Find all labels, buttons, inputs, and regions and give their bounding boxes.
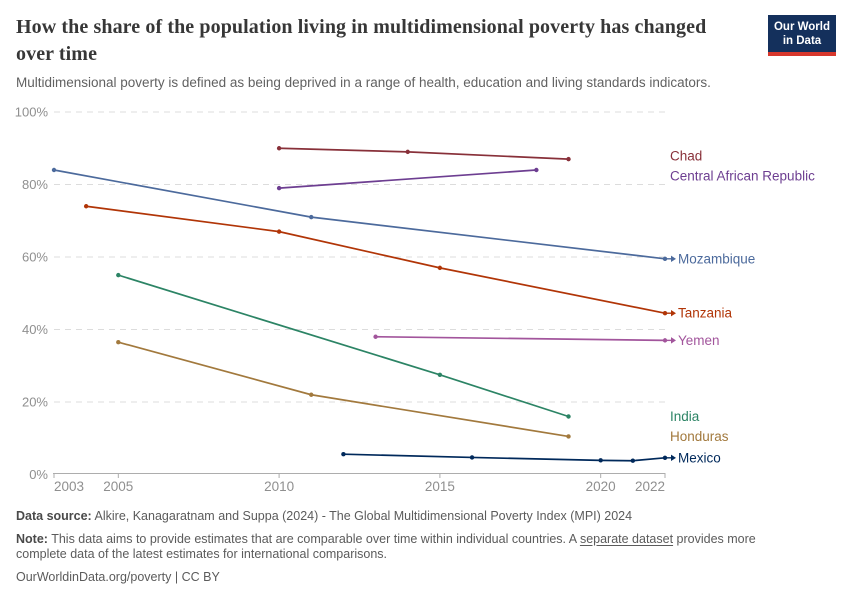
series-point-chad-2014 (405, 149, 410, 155)
x-tick-label-2010: 2010 (264, 479, 294, 494)
series-point-yemen-2022 (662, 338, 668, 343)
y-tick-label-40: 40% (22, 322, 48, 337)
y-tick-label-60: 60% (22, 250, 48, 265)
chart-subtitle: Multidimensional poverty is defined as b… (16, 75, 711, 90)
series-label-mexico: Mexico (678, 450, 721, 465)
x-tick-label-2020: 2020 (586, 479, 616, 494)
series-point-chad-2010 (276, 146, 282, 151)
series-point-mozambique-2003 (51, 167, 57, 173)
series-line-mexico (343, 453, 666, 462)
series-point-central-african-republic-2010 (276, 185, 282, 191)
series-point-chad-2019 (566, 156, 571, 162)
owid-logo-box: Our World in Data (768, 15, 836, 52)
series-point-honduras-2005 (116, 339, 121, 345)
series-label-mozambique: Mozambique (678, 251, 755, 266)
series-label-india: India (670, 409, 700, 424)
series-arrow-head-mexico (671, 454, 676, 462)
footer: Data source: Alkire, Kanagaratnam and Su… (16, 509, 794, 585)
series-arrow-head-mozambique (671, 255, 676, 263)
license-line: OurWorldinData.org/poverty | CC BY (16, 569, 220, 584)
datasource-text: Alkire, Kanagaratnam and Suppa (2024) - … (91, 509, 633, 523)
series-point-mexico-2016 (469, 455, 475, 460)
datasource-line: Data source: Alkire, Kanagaratnam and Su… (16, 509, 794, 525)
series-line-chad (279, 147, 569, 160)
series-point-tanzania-2015 (437, 265, 443, 271)
separate-dataset-link[interactable]: separate dataset (579, 531, 674, 546)
series-point-tanzania-2010 (276, 229, 282, 234)
series-point-honduras-2019 (566, 434, 571, 439)
series-point-honduras-2011 (309, 392, 314, 397)
series-label-honduras: Honduras (670, 429, 729, 444)
note-line: Note: This data aims to provide estimate… (16, 532, 794, 563)
y-tick-label-100: 100% (15, 105, 49, 120)
series-point-mexico-2022 (662, 455, 668, 461)
series-line-yemen (375, 335, 666, 342)
x-tick-label-2005: 2005 (103, 479, 133, 494)
series-point-tanzania-2004 (83, 204, 89, 209)
series-point-india-2019 (566, 414, 571, 419)
owid-logo: Our World in Data (768, 15, 836, 56)
series-label-chad: Chad (670, 149, 702, 164)
x-tick-label-2003: 2003 (54, 479, 84, 494)
chart-title: How the share of the population living i… (16, 16, 707, 65)
y-tick-label-20: 20% (22, 395, 48, 410)
note-text-pre: This data aims to provide estimates that… (47, 531, 580, 546)
series-point-mexico-2012 (341, 452, 346, 457)
series-line-tanzania (86, 205, 666, 315)
x-tick-label-2015: 2015 (425, 479, 455, 494)
logo-red-bar (768, 52, 836, 56)
series-point-mozambique-2022 (662, 256, 668, 262)
series-point-mozambique-2011 (309, 214, 314, 220)
series-point-mexico-2020 (598, 458, 603, 463)
note-text-post: provides more complete data of the lates… (16, 531, 756, 562)
series-arrow-head-tanzania (671, 309, 676, 317)
y-tick-label-80: 80% (22, 177, 48, 192)
series-point-yemen-2013 (373, 334, 378, 339)
series-point-india-2015 (437, 372, 443, 378)
x-tick-label-2022: 2022 (635, 479, 665, 494)
logo-text-line1: Our World (773, 21, 830, 33)
logo-text-line2: in Data (782, 35, 822, 47)
series-point-mexico-2021 (630, 458, 636, 463)
series-line-central-african-republic (279, 169, 537, 189)
series-point-tanzania-2022 (662, 310, 668, 316)
series-label-tanzania: Tanzania (678, 306, 733, 321)
series-point-india-2005 (116, 272, 121, 278)
series-label-central-african-republic: Central African Republic (670, 169, 815, 184)
note-label: Note: (16, 531, 48, 546)
datasource-label: Data source: (16, 509, 92, 523)
y-tick-label-0: 0% (29, 467, 48, 482)
series-line-honduras (118, 341, 569, 438)
series-line-india (118, 274, 569, 418)
series-point-central-african-republic-2018 (534, 167, 539, 173)
series-label-yemen: Yemen (678, 333, 720, 348)
series-arrow-head-yemen (671, 337, 676, 344)
